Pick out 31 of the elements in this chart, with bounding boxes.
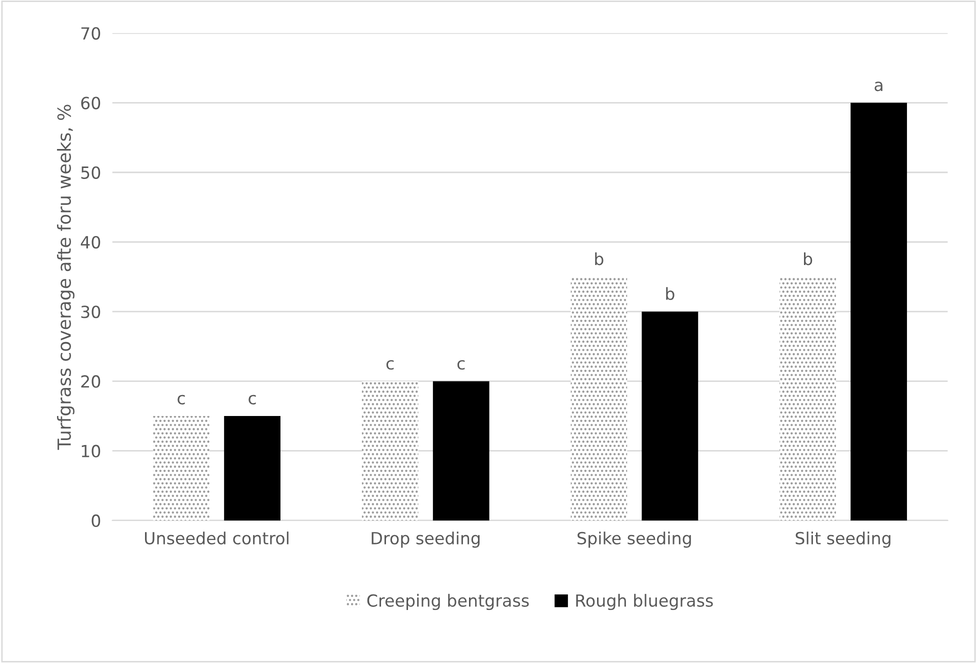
y-tick-label: 60 — [81, 96, 100, 110]
y-tick-label: 50 — [81, 166, 100, 179]
data-label: c — [457, 360, 465, 370]
y-tick-label: 0 — [92, 514, 100, 528]
legend-label: Creeping bentgrass — [367, 594, 529, 610]
bar — [642, 312, 698, 520]
data-label: b — [804, 252, 812, 266]
bar — [224, 416, 280, 520]
data-label: c — [386, 360, 394, 370]
bar — [850, 102, 907, 520]
x-tick-label: Slit seeding — [796, 532, 890, 548]
bar — [432, 381, 490, 520]
bar — [362, 381, 418, 520]
x-tick-label: Unseeded control — [145, 532, 288, 544]
y-axis-title: Turfgrass coverage afte foru weeks, % — [57, 104, 74, 450]
bar — [570, 276, 628, 520]
legend-label: Rough bluegrass — [576, 594, 713, 610]
data-label: b — [595, 252, 604, 266]
bar — [153, 416, 210, 520]
y-tick-label: 70 — [81, 27, 100, 40]
data-label: a — [874, 82, 882, 92]
x-tick-label: Drop seeding — [372, 532, 480, 548]
y-tick-label: 20 — [81, 375, 100, 388]
y-tick-label: 30 — [81, 306, 100, 318]
data-label: c — [248, 394, 256, 404]
bar — [780, 276, 836, 520]
y-tick-label: 10 — [82, 444, 100, 458]
data-label: b — [666, 287, 674, 300]
data-label: c — [178, 394, 185, 404]
x-tick-label: Spike seeding — [578, 532, 691, 548]
y-tick-label: 40 — [80, 236, 100, 249]
